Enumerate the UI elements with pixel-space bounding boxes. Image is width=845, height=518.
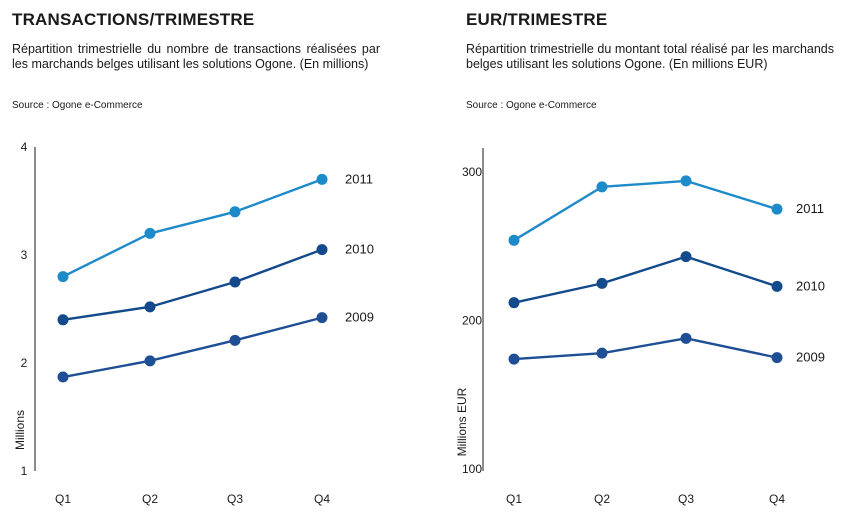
- data-point-2009: [316, 312, 328, 324]
- data-point-2011: [508, 234, 520, 246]
- x-tick-label: Q3: [227, 492, 243, 506]
- chart-source: Source : Ogone e-Commerce: [466, 100, 597, 111]
- eur-chart-panel: EUR/TRIMESTRE Répartition trimestrielle …: [455, 0, 845, 518]
- data-point-2011: [680, 175, 692, 187]
- data-point-2009: [144, 355, 156, 367]
- series-label-2011: 2011: [345, 171, 373, 186]
- y-tick-label: 100: [462, 462, 482, 476]
- data-point-2010: [771, 280, 783, 292]
- y-tick-label: 1: [21, 464, 28, 478]
- data-point-2010: [680, 251, 692, 263]
- y-tick-label: 2: [21, 356, 28, 370]
- x-tick-label: Q1: [55, 492, 71, 506]
- data-point-2009: [229, 334, 241, 346]
- data-point-2009: [680, 332, 692, 344]
- series-label-2010: 2010: [796, 278, 825, 293]
- chart-source: Source : Ogone e-Commerce: [12, 100, 143, 111]
- data-point-2010: [144, 301, 156, 313]
- x-tick-label: Q4: [314, 492, 330, 506]
- y-tick-label: 4: [21, 140, 28, 154]
- series-label-2011: 2011: [796, 201, 824, 216]
- series-label-2009: 2009: [796, 350, 825, 365]
- chart-subtitle: Répartition trimestrielle du montant tot…: [466, 42, 834, 71]
- data-point-2011: [229, 206, 241, 218]
- y-axis-label: Millions: [13, 410, 27, 450]
- data-point-2010: [229, 276, 241, 288]
- transactions-chart-panel: TRANSACTIONS/TRIMESTRE Répartition trime…: [12, 0, 412, 518]
- eur-line-chart: Millions EUR 300 200 100 Q1 Q2 Q3 Q4 2011 2010 20…: [455, 148, 825, 506]
- chart-subtitle: Répartition trimestrielle du nombre de t…: [12, 42, 380, 71]
- data-point-2009: [771, 352, 783, 364]
- data-point-2010: [508, 297, 520, 309]
- transactions-line-chart: Millions 4 3 2 1 Q1 Q2 Q3 Q4 2011 2010 2009: [13, 140, 374, 506]
- x-tick-label: Q2: [594, 492, 610, 506]
- series-label-2009: 2009: [345, 310, 374, 325]
- data-point-2010: [57, 314, 69, 326]
- x-tick-label: Q3: [678, 492, 694, 506]
- data-point-2010: [596, 277, 608, 289]
- x-tick-label: Q4: [769, 492, 785, 506]
- series-line-2009: [62, 316, 323, 379]
- data-point-2009: [508, 353, 520, 365]
- series-line-2010: [513, 255, 778, 304]
- chart-title: EUR/TRIMESTRE: [466, 10, 608, 29]
- data-point-2011: [316, 173, 328, 185]
- data-point-2011: [144, 227, 156, 239]
- data-point-2009: [596, 347, 608, 359]
- series-label-2010: 2010: [345, 242, 374, 257]
- data-point-2009: [57, 371, 69, 383]
- x-tick-label: Q1: [506, 492, 522, 506]
- y-axis-label: Millions EUR: [455, 387, 469, 456]
- y-tick-label: 300: [462, 165, 482, 179]
- data-point-2011: [596, 181, 608, 193]
- data-point-2011: [57, 271, 69, 283]
- data-point-2011: [771, 203, 783, 215]
- x-tick-label: Q2: [142, 492, 158, 506]
- series-line-2011: [62, 178, 323, 278]
- y-tick-label: 3: [21, 248, 28, 262]
- series-line-2010: [62, 248, 323, 321]
- series-line-2009: [513, 337, 778, 361]
- series-line-2011: [513, 179, 778, 242]
- chart-title: TRANSACTIONS/TRIMESTRE: [12, 10, 255, 29]
- data-point-2010: [316, 244, 328, 256]
- y-tick-label: 200: [462, 314, 482, 328]
